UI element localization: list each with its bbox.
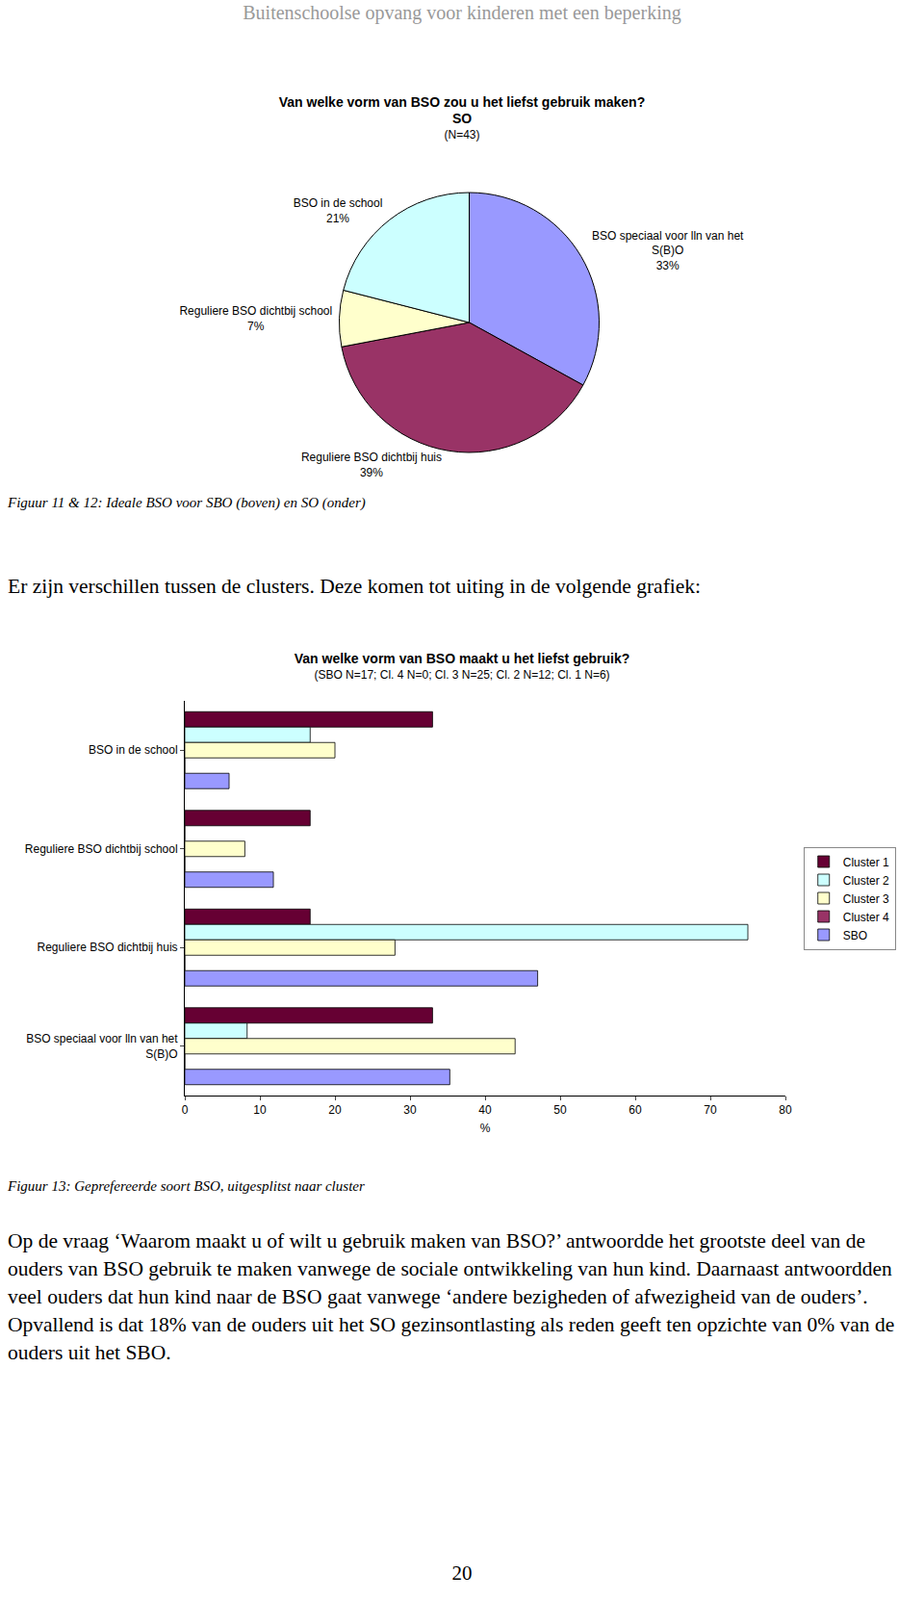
html-text:Figuur 11 & 12: Ideale BSO voo: Figuur 11 & 12: Ideale BSO voor SBO (bov… xyxy=(7,494,366,511)
svg-text:60: 60 xyxy=(628,1103,642,1117)
svg-text:BSO in de school21%: BSO in de school21% xyxy=(293,196,384,226)
html-text:Van welke vorm van BSO maakt u: Van welke vorm van BSO maakt u het liefs… xyxy=(294,650,630,667)
svg-text:BSO speciaal voor lln van hetS: BSO speciaal voor lln van hetS(B)O xyxy=(25,1031,179,1061)
html-text:(SBO N=17; Cl. 4 N=0; Cl. 3 N=: (SBO N=17; Cl. 4 N=0; Cl. 3 N=25; Cl. 2 … xyxy=(314,667,610,682)
svg-text:BSO speciaal voor lln van hetS: BSO speciaal voor lln van hetS(B)O33% xyxy=(591,229,745,273)
svg-text:Reguliere BSO dichtbij huis39%: Reguliere BSO dichtbij huis39% xyxy=(301,450,442,480)
html-text:20: 20 xyxy=(451,1561,473,1585)
svg-text:10: 10 xyxy=(253,1103,267,1117)
svg-text:20: 20 xyxy=(328,1103,342,1117)
svg-text:30: 30 xyxy=(403,1103,417,1117)
svg-text:80: 80 xyxy=(778,1103,793,1117)
svg-text:40: 40 xyxy=(478,1103,492,1117)
html-text:Figuur 13: Geprefereerde soort: Figuur 13: Geprefereerde soort BSO, uitg… xyxy=(7,1178,365,1194)
html-text:Buitenschoolse opvang voor kin: Buitenschoolse opvang voor kinderen met … xyxy=(242,1,682,24)
svg-text:70: 70 xyxy=(703,1103,718,1117)
svg-text:Cluster 4: Cluster 4 xyxy=(843,910,890,924)
svg-text:Reguliere BSO dichtbij school7: Reguliere BSO dichtbij school7% xyxy=(179,304,333,334)
html-text:Op de vraag ‘Waarom maakt u of: Op de vraag ‘Waarom maakt u of wilt u ge… xyxy=(7,1229,895,1364)
svg-text:BSO in de school: BSO in de school xyxy=(88,743,179,757)
svg-text:Cluster 3: Cluster 3 xyxy=(843,892,890,906)
svg-text:%: % xyxy=(480,1121,491,1135)
svg-text:SBO: SBO xyxy=(843,928,868,943)
html-text:(N=43): (N=43) xyxy=(444,128,480,142)
svg-text:0: 0 xyxy=(181,1103,189,1117)
html-text:SO: SO xyxy=(452,110,472,127)
html-text:Van welke vorm van BSO zou u h: Van welke vorm van BSO zou u het liefst … xyxy=(278,94,646,110)
svg-text:Cluster 2: Cluster 2 xyxy=(843,873,890,888)
svg-text:Reguliere BSO dichtbij school: Reguliere BSO dichtbij school xyxy=(25,842,179,856)
html-text:Er zijn verschillen tussen de: Er zijn verschillen tussen de clusters. … xyxy=(7,574,701,598)
svg-text:Reguliere BSO dichtbij huis: Reguliere BSO dichtbij huis xyxy=(37,940,179,954)
svg-text:50: 50 xyxy=(553,1103,567,1117)
svg-text:Cluster 1: Cluster 1 xyxy=(843,855,890,870)
